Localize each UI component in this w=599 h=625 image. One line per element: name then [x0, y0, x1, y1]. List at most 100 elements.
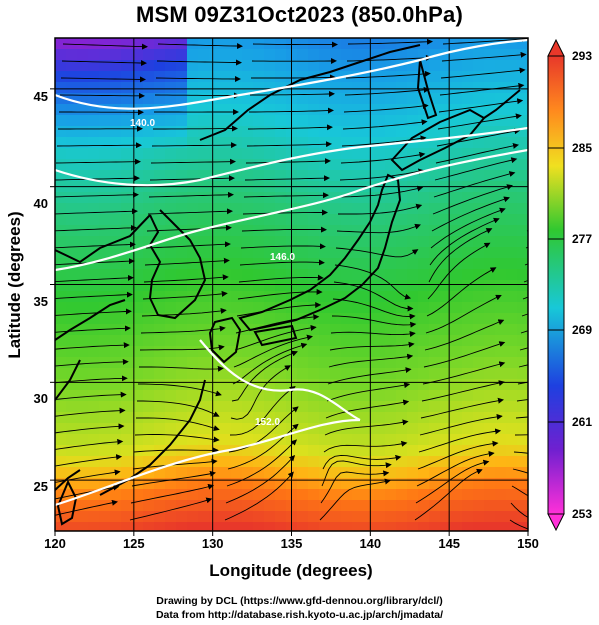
field-cell	[66, 412, 78, 424]
field-cell	[451, 115, 463, 127]
field-cell	[341, 489, 353, 501]
field-cell	[55, 357, 67, 369]
field-cell	[385, 467, 397, 479]
field-cell	[396, 379, 408, 391]
field-cell	[341, 269, 353, 281]
field-cell	[110, 247, 122, 259]
field-cell	[319, 93, 331, 105]
field-cell	[143, 379, 155, 391]
field-cell	[495, 335, 507, 347]
field-cell	[110, 192, 122, 204]
field-cell	[220, 137, 232, 149]
field-cell	[88, 203, 100, 215]
field-cell	[363, 225, 375, 237]
field-cell	[385, 148, 397, 160]
streamline	[236, 301, 322, 317]
field-cell	[209, 412, 221, 424]
field-cell	[154, 456, 166, 468]
field-cell	[220, 93, 232, 105]
field-cell	[77, 335, 89, 347]
field-cell	[143, 313, 155, 325]
streamline	[346, 54, 432, 62]
field-cell	[429, 126, 441, 138]
streamline	[323, 440, 408, 453]
field-cell	[407, 214, 419, 226]
field-cell	[407, 38, 419, 50]
field-cell	[495, 500, 507, 512]
field-cell	[517, 445, 528, 457]
field-cell	[341, 313, 353, 325]
field-cell	[242, 82, 254, 94]
field-cell	[319, 313, 331, 325]
streamline	[335, 247, 419, 258]
field-cell	[143, 60, 155, 72]
streamline	[133, 447, 219, 454]
streamline	[344, 86, 430, 96]
streamline	[225, 454, 296, 504]
field-cell	[451, 38, 463, 50]
streamline	[232, 342, 308, 385]
field-cell	[231, 214, 243, 226]
field-cell	[407, 82, 419, 94]
field-cell	[506, 93, 518, 105]
field-cell	[121, 522, 133, 531]
field-cell	[484, 225, 496, 237]
field-cell	[187, 313, 199, 325]
field-cell	[429, 170, 441, 182]
field-cell	[242, 324, 254, 336]
streamline	[240, 243, 326, 250]
lat-lon-grid	[50, 38, 529, 536]
height-contours	[55, 38, 528, 507]
field-cell	[385, 489, 397, 501]
field-cell	[363, 137, 375, 149]
field-cell	[352, 93, 364, 105]
field-cell	[198, 192, 210, 204]
field-cell	[165, 71, 177, 83]
field-cell	[396, 126, 408, 138]
field-cell	[297, 478, 309, 490]
field-cell	[77, 401, 89, 413]
field-cell	[220, 456, 232, 468]
field-cell	[506, 511, 518, 523]
field-cell	[374, 357, 386, 369]
field-cell	[165, 49, 177, 61]
field-cell	[132, 225, 144, 237]
field-cell	[363, 247, 375, 259]
field-cell	[275, 456, 287, 468]
field-cell	[154, 203, 166, 215]
field-cell	[154, 269, 166, 281]
field-cell	[242, 291, 254, 303]
field-cell	[297, 357, 309, 369]
field-cell	[297, 49, 309, 61]
streamline	[440, 67, 526, 79]
field-cell	[341, 258, 353, 270]
field-cell	[66, 434, 78, 446]
field-cell	[165, 93, 177, 105]
field-cell	[363, 291, 375, 303]
field-cell	[308, 214, 320, 226]
field-cell	[363, 368, 375, 380]
field-cell	[99, 379, 111, 391]
field-cell	[231, 49, 243, 61]
streamline	[230, 365, 291, 420]
field-cell	[264, 170, 276, 182]
field-cell	[297, 93, 309, 105]
field-cell	[88, 214, 100, 226]
field-cell	[143, 49, 155, 61]
field-cell	[451, 423, 463, 435]
field-cell	[363, 401, 375, 413]
field-cell	[451, 500, 463, 512]
field-cell	[418, 522, 430, 531]
streamline	[326, 382, 411, 402]
field-cell	[220, 170, 232, 182]
field-cell	[440, 357, 452, 369]
field-cell	[66, 104, 78, 116]
field-cell	[352, 390, 364, 402]
field-cell	[440, 522, 452, 531]
field-cell	[99, 60, 111, 72]
field-cell	[198, 368, 210, 380]
field-cell	[66, 489, 78, 501]
field-cell	[165, 390, 177, 402]
field-cell	[506, 49, 518, 61]
field-cell	[418, 368, 430, 380]
